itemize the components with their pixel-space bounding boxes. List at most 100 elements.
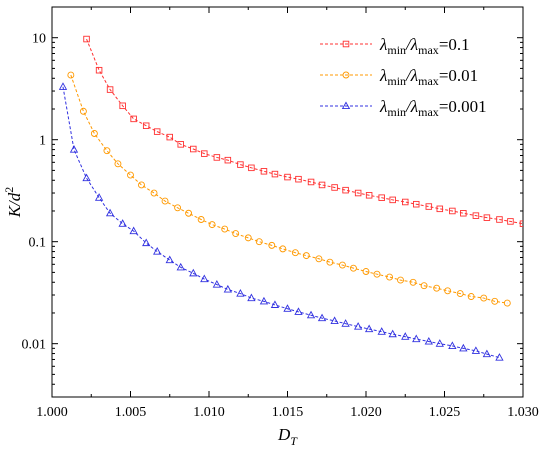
series-2-point bbox=[244, 234, 252, 242]
legend-item-1: λmin/λmax=0.1 bbox=[320, 35, 470, 57]
legend-label: λmin/λmax=0.001 bbox=[379, 97, 487, 119]
series-1-point bbox=[496, 216, 503, 223]
series-3-point bbox=[94, 193, 104, 201]
x-tick-label: 1.025 bbox=[429, 405, 461, 420]
legend-label: λmin/λmax=0.1 bbox=[379, 35, 470, 57]
legend-marker bbox=[341, 101, 351, 110]
series-1-point bbox=[83, 35, 90, 43]
series-3-point bbox=[236, 289, 245, 297]
series-3-point bbox=[283, 304, 292, 312]
legend-label: λmin/λmax=0.01 bbox=[379, 66, 478, 88]
series-3-point bbox=[189, 268, 198, 277]
series-3-point bbox=[424, 336, 433, 345]
series-3-point bbox=[142, 238, 151, 247]
series-1-point bbox=[378, 194, 385, 201]
series-1-point bbox=[412, 200, 420, 208]
series-1-point bbox=[519, 220, 523, 227]
series-2-point bbox=[221, 225, 229, 233]
series-1-point bbox=[460, 210, 467, 217]
series-2-point bbox=[138, 181, 145, 189]
series-1-point bbox=[354, 189, 362, 197]
series-2-point bbox=[326, 258, 334, 266]
series-3-line bbox=[62, 86, 500, 359]
series-2-point bbox=[103, 147, 111, 155]
series-3-point bbox=[105, 208, 115, 217]
series-1-point bbox=[153, 128, 161, 135]
series-2-point bbox=[420, 282, 428, 290]
series-1-point bbox=[130, 115, 137, 123]
series-1-point bbox=[166, 133, 173, 141]
series-3-point bbox=[129, 226, 138, 235]
series-2-point bbox=[79, 107, 87, 115]
series-3-point bbox=[212, 280, 222, 288]
series-2-point bbox=[114, 160, 122, 168]
series-1-line bbox=[86, 38, 523, 225]
series-1-point bbox=[483, 214, 491, 221]
series-1-point bbox=[177, 141, 184, 148]
series-2-point bbox=[409, 278, 417, 286]
series-3-point bbox=[294, 307, 303, 315]
series-2-point bbox=[268, 241, 276, 249]
series-3-point bbox=[118, 219, 127, 227]
y-tick-label: 10 bbox=[32, 32, 46, 47]
series-3-point bbox=[270, 300, 280, 308]
legend-marker bbox=[342, 71, 350, 79]
series-3-point bbox=[341, 319, 350, 327]
series-3-point bbox=[459, 343, 468, 352]
series-3-point bbox=[69, 145, 79, 153]
series-2-point bbox=[491, 297, 499, 305]
series-3-point bbox=[388, 329, 397, 338]
legend-item-3: λmin/λmax=0.001 bbox=[320, 97, 487, 119]
y-axis-title: K/d2 bbox=[2, 187, 24, 219]
series-2-point bbox=[197, 216, 205, 223]
series-3-point bbox=[165, 255, 174, 264]
series-1-point bbox=[318, 181, 326, 189]
series-2-point bbox=[255, 238, 263, 246]
series-1-point bbox=[342, 186, 349, 194]
series-2-point bbox=[67, 71, 75, 79]
series-3-point bbox=[153, 247, 162, 255]
series-3-point bbox=[200, 274, 209, 283]
series-1-point bbox=[449, 207, 456, 215]
series-2-point bbox=[161, 197, 169, 205]
series-1-point bbox=[331, 184, 338, 191]
series-3-point bbox=[482, 349, 492, 358]
series-2-point bbox=[397, 276, 404, 284]
series-3-point bbox=[364, 324, 374, 333]
series-2-point bbox=[444, 287, 452, 295]
series-1-point bbox=[213, 154, 221, 161]
series-2-point bbox=[302, 252, 310, 260]
series-1-point bbox=[295, 175, 302, 183]
series-2-point bbox=[315, 255, 323, 263]
series-1-point bbox=[201, 150, 208, 157]
series-2-point bbox=[386, 273, 393, 281]
series-1-point bbox=[425, 203, 433, 210]
series-1-point bbox=[95, 66, 103, 74]
series-3-point bbox=[435, 339, 444, 347]
series-2-point bbox=[467, 293, 475, 300]
series-1-point bbox=[142, 122, 150, 129]
series-1-point bbox=[106, 86, 114, 93]
series-1-point bbox=[271, 170, 279, 178]
series-3-point bbox=[223, 284, 233, 293]
series-1-point bbox=[284, 173, 291, 181]
series-1-point bbox=[260, 168, 268, 175]
x-tick-label: 1.010 bbox=[193, 405, 225, 420]
series-3-point bbox=[377, 327, 386, 335]
series-3-point bbox=[495, 353, 504, 361]
series-1-point bbox=[190, 145, 197, 153]
series-3-point bbox=[306, 310, 316, 319]
series-3-point bbox=[330, 316, 339, 325]
series-3-point bbox=[412, 334, 421, 343]
y-tick-label: 0.01 bbox=[22, 338, 47, 353]
y-tick-label: 1 bbox=[39, 134, 46, 149]
series-1-point bbox=[365, 192, 373, 199]
series-1-point bbox=[307, 178, 315, 186]
series-3-point bbox=[401, 332, 410, 340]
y-tick-label: 0.1 bbox=[29, 236, 47, 251]
x-axis-title: DT bbox=[277, 425, 298, 448]
series-3-point bbox=[353, 322, 363, 330]
series-2-point bbox=[90, 130, 98, 137]
x-tick-label: 1.000 bbox=[36, 405, 68, 420]
